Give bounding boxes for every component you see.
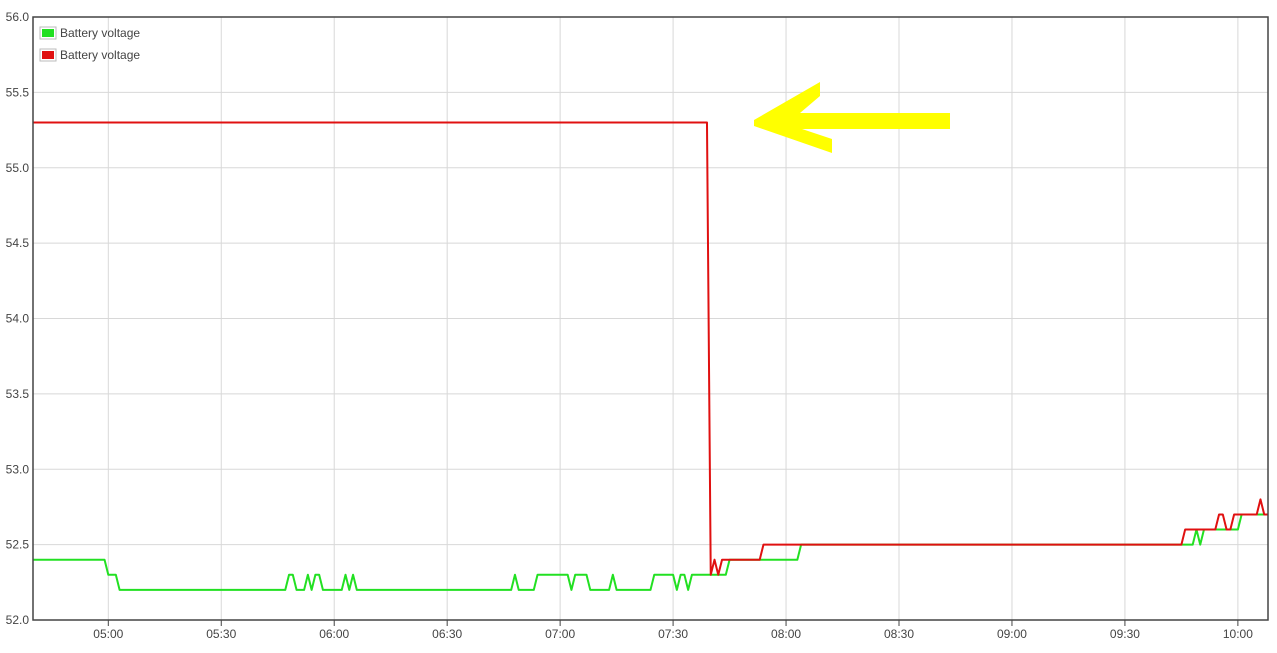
x-tick-label: 07:00 (545, 627, 575, 641)
y-tick-label: 52.0 (6, 613, 30, 627)
legend-label: Battery voltage (60, 26, 140, 40)
x-tick-label: 10:00 (1223, 627, 1253, 641)
y-tick-label: 53.0 (6, 462, 30, 476)
x-axis: 05:00 05:30 06:00 06:30 07:00 07:30 08:00 08:30… (93, 620, 1253, 641)
legend-swatch (42, 51, 54, 59)
y-tick-label: 53.5 (6, 387, 30, 401)
x-tick-label: 07:30 (658, 627, 688, 641)
annotation-arrow (754, 82, 950, 153)
plot-frame (32, 16, 1269, 621)
series-layer (33, 121, 1268, 591)
x-tick-label: 09:00 (997, 627, 1027, 641)
x-tick-label: 08:00 (771, 627, 801, 641)
y-tick-label: 52.5 (6, 538, 30, 552)
legend-label: Battery voltage (60, 48, 140, 62)
legend-swatch (42, 29, 54, 37)
y-tick-label: 55.0 (6, 161, 30, 175)
y-tick-label: 54.0 (6, 312, 30, 326)
y-tick-label: 56.0 (6, 10, 30, 24)
x-tick-label: 05:30 (206, 627, 236, 641)
x-tick-label: 09:30 (1110, 627, 1140, 641)
series-line-2 (33, 121, 1268, 576)
grid (33, 16, 1268, 621)
x-tick-label: 08:30 (884, 627, 914, 641)
series-line-1 (33, 513, 1268, 591)
y-tick-label: 55.5 (6, 85, 30, 99)
x-tick-label: 06:00 (319, 627, 349, 641)
x-tick-label: 05:00 (93, 627, 123, 641)
legend: Battery voltage Battery voltage (39, 26, 140, 62)
x-tick-label: 06:30 (432, 627, 462, 641)
y-tick-label: 54.5 (6, 236, 30, 250)
y-axis: 52.0 52.5 53.0 53.5 54.0 54.5 55.0 55.5 56.0 (6, 10, 30, 627)
